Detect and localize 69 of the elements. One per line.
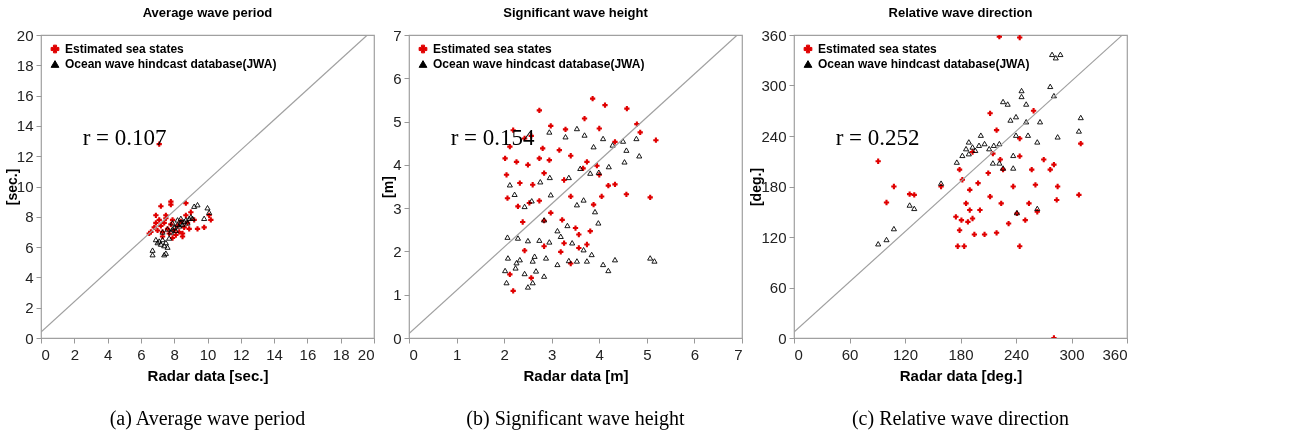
text: (a) Average wave period [109, 407, 306, 430]
y-tick-label: 1 [393, 286, 402, 304]
x-tick-label: 6 [137, 345, 146, 363]
x-tick-label: 3 [548, 345, 557, 363]
y-tick-label: 14 [16, 117, 34, 135]
x-tick-label: 2 [70, 345, 79, 363]
legend-label: Estimated sea states [65, 42, 185, 56]
x-tick-label: 18 [332, 345, 350, 363]
y-tick-label: 0 [778, 329, 787, 347]
x-tick-label: 10 [199, 345, 217, 363]
y-tick-label: 20 [16, 26, 34, 44]
annotation: r = 0.154 [450, 125, 536, 151]
y-tick-label: 0 [393, 329, 402, 347]
x-tick-label: 7 [734, 345, 743, 363]
x-tick-label: 60 [841, 345, 859, 363]
legend-label: Estimated sea states [433, 42, 553, 56]
x-tick-label: 0 [794, 345, 803, 363]
x-tick-label: 1 [452, 345, 462, 363]
y-axis-title: [m] [380, 176, 396, 198]
legend-label: Ocean wave hindcast database(JWA) [433, 57, 645, 71]
y-tick-label: 7 [393, 26, 402, 44]
y-tick-label: 360 [761, 26, 787, 44]
x-tick-label: 5 [643, 345, 652, 363]
x-tick-label: 12 [232, 345, 250, 363]
annotation: r = 0.252 [835, 125, 920, 151]
x-tick-label: 16 [299, 345, 317, 363]
x-tick-label: 180 [948, 345, 974, 363]
legend-label: Ocean wave hindcast database(JWA) [65, 57, 277, 71]
y-tick-label: 240 [761, 127, 787, 145]
chart-title: Significant wave height [503, 5, 649, 20]
y-tick-label: 6 [393, 69, 402, 87]
text: (c) Relative wave direction [851, 407, 1070, 430]
annotation: r = 0.107 [82, 125, 167, 151]
y-tick-label: 6 [25, 238, 34, 256]
chart-title: Relative wave direction [888, 5, 1033, 20]
x-tick-label: 0 [41, 345, 50, 363]
text: (b) Significant wave height [466, 407, 686, 430]
y-tick-label: 120 [761, 228, 787, 246]
x-tick-label: 240 [1003, 345, 1030, 363]
legend-label: Ocean wave hindcast database(JWA) [818, 57, 1030, 71]
y-tick-label: 2 [393, 242, 402, 260]
y-tick-label: 8 [25, 208, 34, 226]
y-tick-label: 4 [25, 268, 34, 286]
x-tick-label: 14 [266, 345, 283, 363]
legend-label: Estimated sea states [818, 42, 938, 56]
x-axis-title: Radar data [sec.] [147, 366, 269, 384]
y-tick-label: 16 [16, 87, 34, 105]
x-tick-label: 360 [1102, 345, 1128, 363]
y-tick-label: 12 [16, 147, 34, 165]
x-tick-label: 120 [892, 345, 919, 363]
x-tick-label: 4 [595, 345, 604, 363]
y-tick-label: 0 [25, 329, 34, 347]
y-tick-label: 18 [16, 56, 34, 74]
x-tick-label: 20 [357, 345, 375, 363]
x-tick-label: 8 [170, 345, 179, 363]
x-tick-label: 6 [690, 345, 700, 363]
x-axis-title: Radar data [m] [523, 366, 629, 384]
x-tick-label: 300 [1059, 345, 1085, 363]
y-tick-label: 2 [25, 299, 34, 317]
x-tick-label: 0 [409, 345, 418, 363]
y-tick-label: 5 [393, 113, 402, 131]
x-tick-label: 4 [103, 345, 113, 363]
x-tick-label: 2 [500, 345, 509, 363]
y-tick-label: 60 [769, 279, 787, 296]
y-tick-label: 3 [393, 199, 402, 217]
y-tick-label: 4 [393, 156, 402, 174]
x-axis-title: Radar data [deg.] [899, 366, 1023, 384]
chart-title: Average wave period [142, 5, 273, 20]
y-tick-label: 300 [761, 77, 787, 94]
